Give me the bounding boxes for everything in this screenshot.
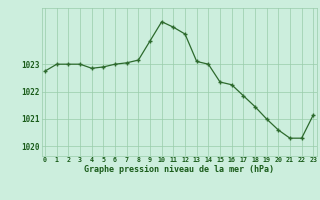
X-axis label: Graphe pression niveau de la mer (hPa): Graphe pression niveau de la mer (hPa) [84, 165, 274, 174]
